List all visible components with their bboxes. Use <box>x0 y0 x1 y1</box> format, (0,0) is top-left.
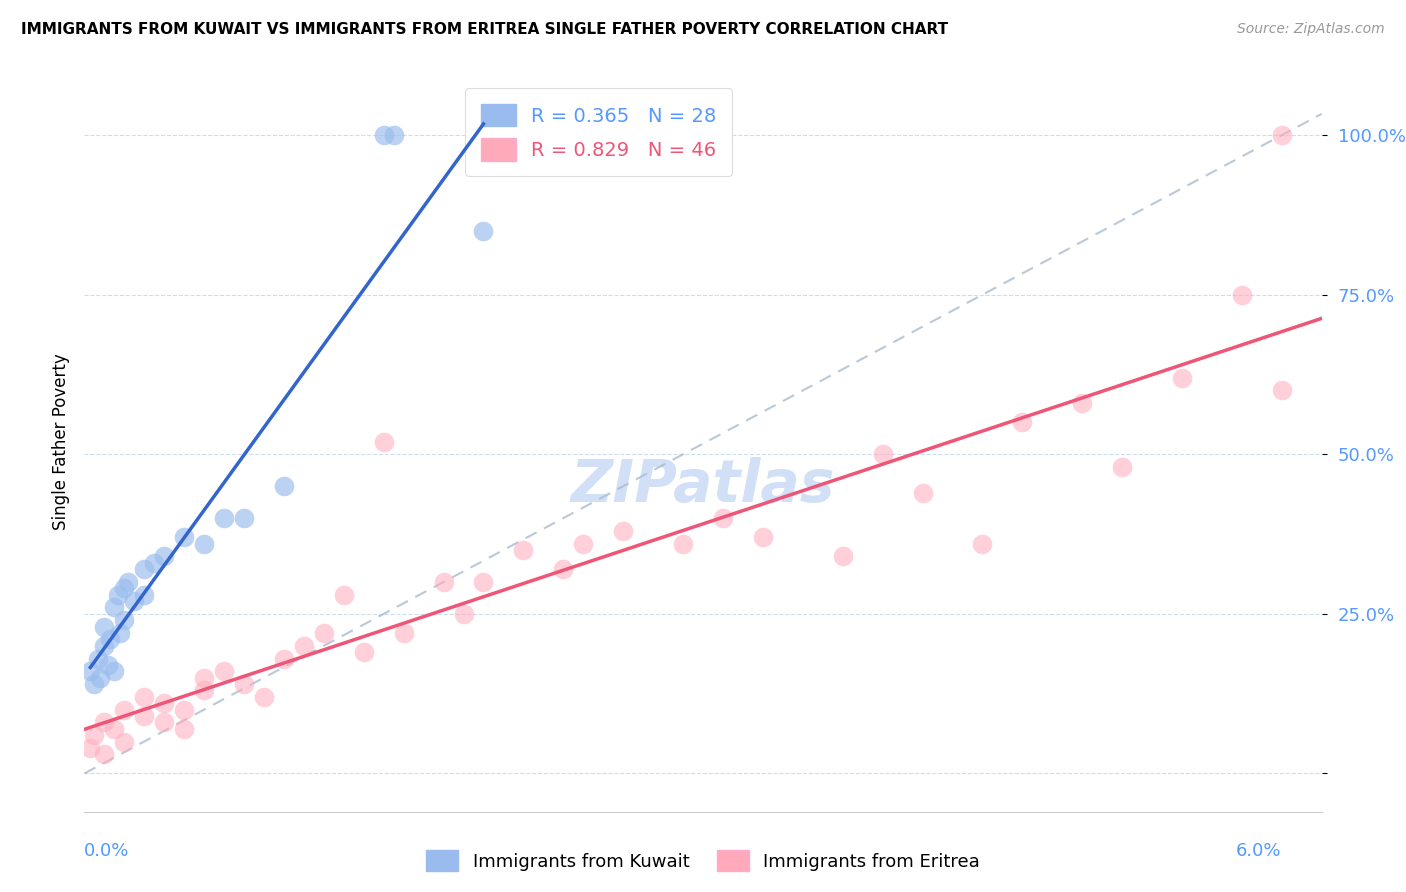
Point <box>134 709 156 723</box>
Point <box>103 600 125 615</box>
Point <box>83 677 105 691</box>
Point <box>93 715 115 730</box>
Point <box>1171 370 1194 384</box>
Point <box>112 703 135 717</box>
Point <box>472 224 495 238</box>
Point <box>173 703 195 717</box>
Point <box>93 639 115 653</box>
Point <box>193 671 215 685</box>
Point <box>333 588 356 602</box>
Point <box>93 619 115 633</box>
Point <box>672 536 695 550</box>
Point <box>273 479 295 493</box>
Point <box>382 128 405 143</box>
Point <box>212 511 235 525</box>
Point <box>103 665 125 679</box>
Point <box>153 696 176 710</box>
Point <box>831 549 853 564</box>
Legend: R = 0.365   N = 28, R = 0.829   N = 46: R = 0.365 N = 28, R = 0.829 N = 46 <box>465 88 733 177</box>
Point <box>392 626 415 640</box>
Point <box>89 671 111 685</box>
Point <box>173 722 195 736</box>
Text: 6.0%: 6.0% <box>1236 842 1282 860</box>
Point <box>134 562 156 576</box>
Point <box>253 690 276 704</box>
Point <box>143 556 166 570</box>
Point <box>153 549 176 564</box>
Point <box>122 594 145 608</box>
Y-axis label: Single Father Poverty: Single Father Poverty <box>52 353 70 530</box>
Point <box>472 574 495 589</box>
Point <box>153 715 176 730</box>
Point <box>292 639 315 653</box>
Point <box>1071 396 1094 410</box>
Legend: Immigrants from Kuwait, Immigrants from Eritrea: Immigrants from Kuwait, Immigrants from … <box>419 843 987 879</box>
Point <box>98 632 121 647</box>
Text: 0.0%: 0.0% <box>84 842 129 860</box>
Point <box>1011 416 1033 430</box>
Point <box>193 536 215 550</box>
Point <box>110 626 132 640</box>
Point <box>1271 128 1294 143</box>
Point <box>112 613 135 627</box>
Point <box>1230 287 1253 301</box>
Point <box>612 524 634 538</box>
Point <box>79 665 101 679</box>
Point <box>273 651 295 665</box>
Point <box>173 530 195 544</box>
Text: Source: ZipAtlas.com: Source: ZipAtlas.com <box>1237 22 1385 37</box>
Point <box>512 543 534 558</box>
Point <box>572 536 595 550</box>
Point <box>312 626 335 640</box>
Point <box>752 530 775 544</box>
Point <box>553 562 575 576</box>
Point <box>373 128 395 143</box>
Point <box>711 511 734 525</box>
Point <box>972 536 994 550</box>
Point <box>233 677 256 691</box>
Point <box>1271 384 1294 398</box>
Point <box>353 645 375 659</box>
Point <box>193 683 215 698</box>
Point <box>103 722 125 736</box>
Point <box>134 690 156 704</box>
Point <box>134 588 156 602</box>
Point <box>911 485 934 500</box>
Point <box>83 728 105 742</box>
Text: IMMIGRANTS FROM KUWAIT VS IMMIGRANTS FROM ERITREA SINGLE FATHER POVERTY CORRELAT: IMMIGRANTS FROM KUWAIT VS IMMIGRANTS FRO… <box>21 22 948 37</box>
Point <box>1111 460 1133 475</box>
Point <box>872 447 894 461</box>
Point <box>112 582 135 596</box>
Point <box>373 434 395 449</box>
Point <box>112 734 135 748</box>
Point <box>107 588 129 602</box>
Point <box>212 665 235 679</box>
Point <box>79 740 101 755</box>
Point <box>233 511 256 525</box>
Point <box>432 574 454 589</box>
Point <box>117 574 139 589</box>
Point <box>93 747 115 762</box>
Point <box>453 607 475 621</box>
Point <box>87 651 110 665</box>
Point <box>97 657 120 672</box>
Text: ZIPatlas: ZIPatlas <box>571 458 835 515</box>
